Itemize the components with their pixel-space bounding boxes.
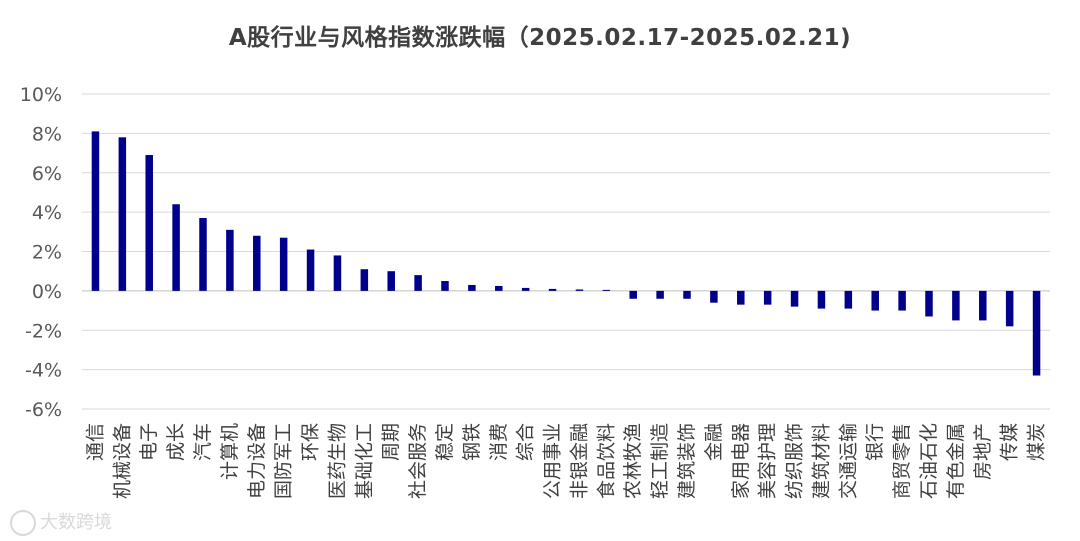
x-tick-label: 稳定 xyxy=(434,423,456,461)
x-tick-label: 环保 xyxy=(300,423,322,461)
bar xyxy=(199,218,207,291)
x-tick-label: 社会服务 xyxy=(407,423,429,499)
y-tick-label: 8% xyxy=(32,123,62,145)
bar xyxy=(1032,290,1041,376)
x-tick-label: 医药生物 xyxy=(326,423,348,499)
y-tick-label: -2% xyxy=(25,320,62,342)
y-tick-label: 0% xyxy=(32,281,62,303)
x-tick-label: 通信 xyxy=(84,423,106,461)
x-tick-label: 周期 xyxy=(380,423,402,461)
x-tick-label: 房地产 xyxy=(972,423,994,480)
x-tick-label: 计算机 xyxy=(219,423,241,480)
bar xyxy=(414,275,422,291)
bar xyxy=(898,290,906,311)
bar xyxy=(979,290,987,321)
bar xyxy=(118,137,127,291)
x-tick-label: 消费 xyxy=(488,423,510,461)
x-tick-label: 传媒 xyxy=(999,423,1021,461)
x-tick-label: 基础化工 xyxy=(353,423,375,499)
bar xyxy=(844,290,853,309)
bar xyxy=(145,155,153,291)
bar xyxy=(548,288,557,291)
bar xyxy=(253,235,261,291)
x-tick-label: 电力设备 xyxy=(246,423,268,499)
bar xyxy=(737,290,745,305)
y-tick-label: 4% xyxy=(32,202,62,224)
bar xyxy=(763,290,772,305)
x-tick-label: 商贸零售 xyxy=(891,423,913,499)
bar xyxy=(91,131,100,291)
bar xyxy=(495,285,503,291)
x-axis-labels: 通信 机械设备 电子 成长 汽车 计算机 电力设备 国防军工 环保 医药生物 基础化工 周期 社会服务稳… xyxy=(84,423,1047,499)
y-tick-label: 10% xyxy=(20,84,62,106)
x-tick-label: 银行 xyxy=(864,423,886,461)
bar xyxy=(333,255,342,291)
bars xyxy=(91,131,1041,376)
x-tick-label: 农林牧渔 xyxy=(622,423,644,499)
x-tick-label: 电子 xyxy=(138,423,160,461)
x-tick-label: 公用事业 xyxy=(542,423,564,499)
bar xyxy=(871,290,879,311)
bar xyxy=(656,290,664,299)
x-tick-label: 食品饮料 xyxy=(595,423,617,499)
y-tick-label: 2% xyxy=(32,242,62,264)
watermark-text: 大数跨境 xyxy=(40,512,112,533)
bar xyxy=(683,290,691,299)
x-tick-label: 机械设备 xyxy=(111,423,133,499)
x-tick-label: 石油石化 xyxy=(918,423,940,499)
bar xyxy=(172,204,180,291)
x-tick-label: 纺织服饰 xyxy=(784,423,806,499)
x-tick-label: 钢铁 xyxy=(461,423,483,461)
x-tick-label: 非银金融 xyxy=(568,423,590,499)
bar xyxy=(790,290,799,307)
x-tick-label: 国防军工 xyxy=(273,423,295,499)
x-tick-label: 煤炭 xyxy=(1026,423,1048,461)
bar xyxy=(468,284,476,291)
bar xyxy=(629,290,637,299)
x-tick-label: 成长 xyxy=(165,423,187,461)
bar xyxy=(360,269,369,291)
bar xyxy=(602,289,611,291)
chart-title: A股行业与风格指数涨跌幅（2025.02.17-2025.02.21) xyxy=(228,25,852,51)
x-tick-label: 金融 xyxy=(703,423,725,461)
bar xyxy=(279,237,288,291)
bar xyxy=(306,249,315,291)
x-tick-label: 汽车 xyxy=(192,423,214,461)
bar xyxy=(952,290,960,321)
bar xyxy=(575,289,584,291)
bar xyxy=(817,290,826,309)
x-tick-label: 有色金属 xyxy=(945,423,967,499)
x-tick-label: 轻工制造 xyxy=(649,423,671,499)
y-tick-label: -4% xyxy=(25,360,62,382)
x-tick-label: 家用电器 xyxy=(730,423,752,499)
x-tick-label: 交通运输 xyxy=(837,423,859,499)
x-tick-label: 综合 xyxy=(515,423,537,461)
y-tick-label: 6% xyxy=(32,163,62,185)
bar xyxy=(226,229,234,291)
x-tick-label: 建筑装饰 xyxy=(676,423,698,499)
y-tick-label: -6% xyxy=(25,399,62,421)
y-axis-ticks: 10% 8% 6% 4% 2% 0% -2% -4% -6% xyxy=(20,84,62,421)
bar xyxy=(710,290,718,303)
bar xyxy=(1005,290,1014,327)
bar xyxy=(925,290,933,317)
watermark-logo-icon xyxy=(10,510,36,536)
grid-lines xyxy=(82,93,1050,410)
watermark: 大数跨境 xyxy=(10,508,112,536)
x-tick-label: 美容护理 xyxy=(757,423,779,499)
x-tick-label: 建筑材料 xyxy=(810,423,832,499)
bar xyxy=(521,287,530,291)
bar xyxy=(441,281,449,291)
bar xyxy=(387,271,395,291)
